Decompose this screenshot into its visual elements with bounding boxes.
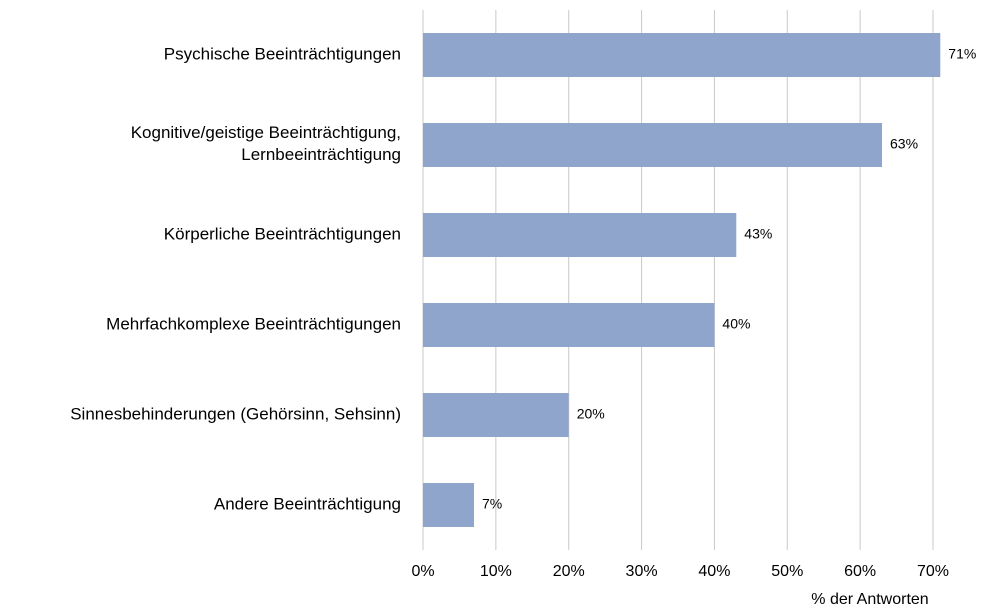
y-tick-label: Körperliche Beeinträchtigungen: [164, 224, 401, 243]
x-tick-label: 30%: [626, 563, 658, 580]
value-label: 20%: [577, 406, 605, 422]
x-axis-title: % der Antworten: [811, 591, 928, 608]
bar: [423, 33, 941, 77]
y-tick-label: Sinnesbehinderungen (Gehörsinn, Sehsinn): [70, 404, 401, 423]
x-tick-label: 70%: [917, 563, 949, 580]
value-label: 63%: [890, 136, 918, 152]
value-label: 40%: [722, 316, 750, 332]
value-label: 71%: [948, 46, 976, 62]
value-label: 7%: [482, 496, 502, 512]
x-tick-label: 50%: [771, 563, 803, 580]
y-tick-label: Psychische Beeinträchtigungen: [164, 44, 401, 63]
x-tick-label: 10%: [480, 563, 512, 580]
x-tick-label: 0%: [411, 563, 434, 580]
value-label: 43%: [744, 226, 772, 242]
bar: [423, 123, 882, 167]
bar: [423, 303, 715, 347]
y-tick-label: Andere Beeinträchtigung: [214, 494, 401, 513]
bar: [423, 213, 737, 257]
bar: [423, 393, 569, 437]
y-tick-label: Kognitive/geistige Beeinträchtigung, Lern…: [131, 123, 401, 164]
x-tick-label: 60%: [844, 563, 876, 580]
bar: [423, 483, 474, 527]
x-tick-label: 20%: [553, 563, 585, 580]
x-tick-label: 40%: [698, 563, 730, 580]
y-tick-label: Mehrfachkomplexe Beeinträchtigungen: [106, 314, 401, 333]
